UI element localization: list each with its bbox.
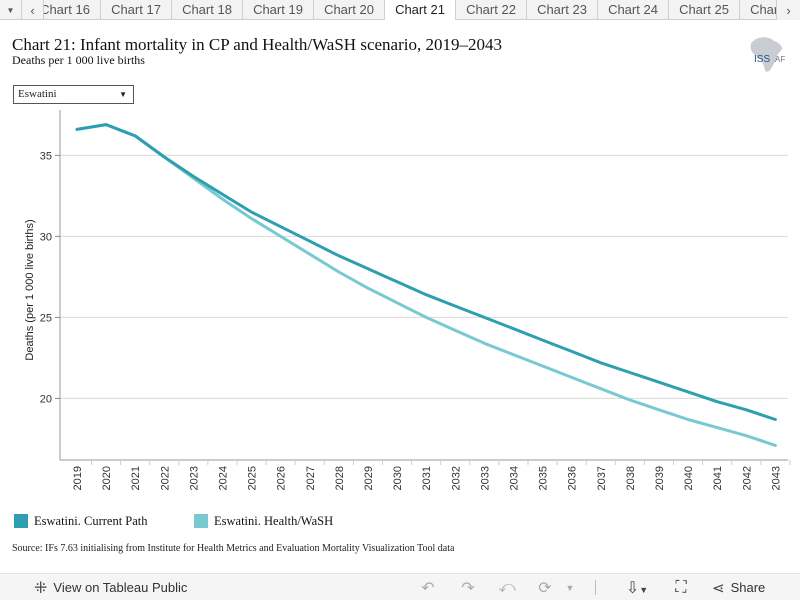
x-tick-label: 2027 (305, 466, 317, 490)
x-tick-label: 2037 (596, 466, 608, 490)
x-tick-label: 2038 (625, 466, 637, 490)
redo-icon: ↷ (461, 579, 475, 597)
tab-chart-16[interactable]: Chart 16 (44, 0, 101, 20)
country-dropdown[interactable]: Eswatini ▼ (13, 85, 134, 104)
x-tick-label: 2036 (567, 466, 579, 490)
chart-subtitle: Deaths per 1 000 live births (12, 53, 145, 67)
source-note: Source: IFs 7.63 initialising from Insti… (12, 543, 455, 554)
tab-menu-button[interactable]: ▼ (0, 0, 22, 20)
tab-strip: ▼ ‹ Chart 16 Chart 17 Chart 18 Chart 19 Char… (0, 0, 800, 20)
undo-button[interactable]: ↶ (418, 574, 438, 600)
x-tick-label: 2035 (538, 466, 550, 490)
x-tick-label: 2039 (654, 466, 666, 490)
x-tick-label: 2041 (712, 466, 724, 490)
revert-button[interactable]: ⤺ (497, 574, 517, 600)
x-tick-label: 2029 (363, 466, 375, 490)
pause-dropdown-icon: ▼ (565, 582, 575, 593)
legend-label: Eswatini. Current Path (34, 513, 148, 528)
legend-item-current-path[interactable]: Eswatini. Current Path (14, 510, 148, 532)
x-tick-label: 2031 (421, 466, 433, 490)
y-tick-label: 25 (40, 312, 52, 324)
legend-swatch (194, 514, 208, 528)
chevron-right-icon: › (786, 2, 791, 18)
tableau-logo-icon: ⁜ (34, 579, 48, 597)
x-tick-label: 2020 (101, 466, 113, 490)
tableau-toolbar: ⁜ View on Tableau Public ↶ ↷ ⤺ ⟳ ▼ ⇩▼ ⛶ … (0, 573, 800, 600)
share-label: Share (730, 580, 766, 595)
caret-down-icon: ▼ (6, 5, 15, 15)
tab-chart-26[interactable]: Chart 26 (740, 0, 776, 20)
x-tick-label: 2040 (683, 466, 695, 490)
x-tick-label: 2024 (218, 466, 230, 490)
country-dropdown-value: Eswatini (18, 88, 57, 100)
x-tick-label: 2043 (770, 466, 782, 490)
undo-icon: ↶ (421, 579, 435, 597)
x-tick-label: 2032 (450, 466, 462, 490)
x-tick-label: 2034 (509, 466, 521, 490)
chart-legend: Eswatini. Current Path Eswatini. Health/… (0, 510, 800, 532)
tab-chart-18[interactable]: Chart 18 (172, 0, 243, 20)
pause-dropdown-button[interactable]: ▼ (563, 574, 577, 600)
refresh-icon: ⟳ (538, 579, 552, 597)
refresh-button[interactable]: ⟳ (535, 574, 555, 600)
tab-chart-23[interactable]: Chart 23 (527, 0, 598, 20)
iss-africa-logo: ISS AF (750, 37, 785, 72)
tab-chart-20[interactable]: Chart 20 (314, 0, 385, 20)
redo-button[interactable]: ↷ (458, 574, 478, 600)
tab-chart-21[interactable]: Chart 21 (385, 0, 456, 20)
tab-chart-17[interactable]: Chart 17 (101, 0, 172, 20)
share-button[interactable]: ⋖ Share (712, 574, 765, 600)
logo-text: ISS (754, 54, 770, 65)
tab-chart-19[interactable]: Chart 19 (243, 0, 314, 20)
tab-scroll-right-button[interactable]: › (776, 0, 800, 20)
toolbar-divider (595, 580, 596, 595)
y-axis-title: Deaths (per 1 000 live births) (24, 219, 36, 360)
x-tick-label: 2030 (392, 466, 404, 490)
x-tick-label: 2033 (479, 466, 491, 490)
logo-text-right: AF (775, 55, 785, 64)
x-tick-label: 2019 (72, 466, 84, 490)
view-on-tableau-label: View on Tableau Public (53, 580, 188, 595)
tabs-container: Chart 16 Chart 17 Chart 18 Chart 19 Chart 20… (44, 0, 776, 20)
x-tick-label: 2023 (188, 466, 200, 490)
x-tick-label: 2021 (130, 466, 142, 490)
chevron-left-icon: ‹ (30, 2, 35, 18)
download-icon: ⇩▼ (625, 579, 649, 597)
view-on-tableau-link[interactable]: ⁜ View on Tableau Public (34, 574, 187, 600)
tab-chart-22[interactable]: Chart 22 (456, 0, 527, 20)
legend-item-health-wash[interactable]: Eswatini. Health/WaSH (194, 510, 333, 532)
africa-map-icon (750, 37, 782, 72)
tab-chart-24[interactable]: Chart 24 (598, 0, 669, 20)
y-tick-label: 35 (40, 150, 52, 162)
series-line-current-path (75, 123, 777, 421)
series-line-health-wash (75, 123, 777, 447)
x-tick-label: 2022 (159, 466, 171, 490)
y-tick-label: 30 (40, 231, 52, 243)
legend-label: Eswatini. Health/WaSH (214, 513, 334, 528)
tab-chart-25[interactable]: Chart 25 (669, 0, 740, 20)
share-icon: ⋖ (712, 579, 725, 597)
legend-swatch (14, 514, 28, 528)
fullscreen-button[interactable]: ⛶ (670, 574, 692, 600)
caret-down-icon: ▼ (119, 90, 127, 99)
x-tick-label: 2028 (334, 466, 346, 490)
download-button[interactable]: ⇩▼ (620, 574, 654, 600)
revert-icon: ⤺ (498, 578, 516, 596)
fullscreen-icon: ⛶ (675, 578, 687, 596)
chart-title: Chart 21: Infant mortality in CP and Hea… (12, 35, 502, 54)
tab-scroll-left-button[interactable]: ‹ (22, 0, 44, 20)
y-tick-label: 20 (40, 393, 52, 405)
x-tick-label: 2042 (741, 466, 753, 490)
x-tick-label: 2026 (276, 466, 288, 490)
x-tick-label: 2025 (247, 466, 259, 490)
